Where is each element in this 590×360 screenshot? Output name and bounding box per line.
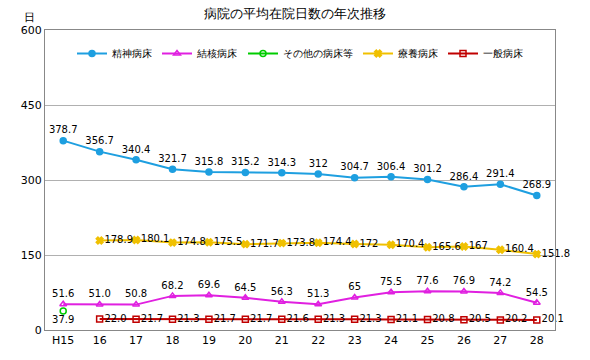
svg-text:21.7: 21.7	[214, 313, 236, 324]
svg-text:378.7: 378.7	[49, 124, 78, 135]
svg-text:306.4: 306.4	[377, 161, 406, 172]
svg-text:21.3: 21.3	[177, 313, 199, 324]
svg-text:150: 150	[21, 249, 42, 262]
svg-text:171.7: 171.7	[250, 238, 279, 249]
svg-text:H15: H15	[52, 334, 74, 347]
svg-text:21: 21	[275, 334, 289, 347]
svg-text:315.2: 315.2	[231, 156, 260, 167]
svg-text:56.3: 56.3	[271, 286, 293, 297]
svg-text:356.7: 356.7	[85, 135, 114, 146]
svg-text:療養病床: 療養病床	[398, 48, 438, 59]
svg-text:51.3: 51.3	[307, 288, 329, 299]
svg-text:精神病床: 精神病床	[112, 48, 152, 59]
svg-text:178.9: 178.9	[104, 234, 133, 245]
svg-text:51.0: 51.0	[89, 288, 111, 299]
svg-text:病院の平均在院日数の年次推移: 病院の平均在院日数の年次推移	[204, 6, 386, 21]
svg-text:51.6: 51.6	[52, 288, 74, 299]
svg-text:174.4: 174.4	[323, 236, 352, 247]
svg-text:21.3: 21.3	[323, 313, 345, 324]
svg-text:0: 0	[35, 324, 42, 337]
svg-text:21.1: 21.1	[396, 313, 418, 324]
svg-text:68.2: 68.2	[161, 280, 183, 291]
svg-text:167: 167	[469, 240, 488, 251]
svg-text:75.5: 75.5	[380, 276, 402, 287]
svg-text:173.8: 173.8	[287, 237, 316, 248]
svg-text:77.6: 77.6	[416, 275, 438, 286]
svg-text:26: 26	[457, 334, 471, 347]
svg-text:27: 27	[493, 334, 507, 347]
svg-text:37.9: 37.9	[52, 314, 74, 325]
svg-text:その他の病床等: その他の病床等	[283, 48, 353, 59]
svg-text:321.7: 321.7	[158, 153, 187, 164]
svg-text:175.5: 175.5	[214, 236, 243, 247]
svg-text:19: 19	[202, 334, 216, 347]
svg-text:24: 24	[384, 334, 398, 347]
svg-text:340.4: 340.4	[122, 144, 151, 155]
svg-text:315.8: 315.8	[195, 156, 224, 167]
svg-text:151.8: 151.8	[542, 248, 571, 259]
svg-text:50.8: 50.8	[125, 288, 147, 299]
svg-text:54.5: 54.5	[526, 287, 548, 298]
svg-text:22: 22	[311, 334, 325, 347]
svg-text:21.7: 21.7	[141, 313, 163, 324]
svg-text:291.4: 291.4	[486, 168, 515, 179]
svg-text:600: 600	[21, 24, 42, 37]
svg-text:21.7: 21.7	[250, 313, 272, 324]
svg-text:174.8: 174.8	[177, 236, 206, 247]
svg-text:314.3: 314.3	[267, 157, 296, 168]
svg-text:25: 25	[421, 334, 435, 347]
svg-text:76.9: 76.9	[453, 275, 475, 286]
svg-text:160.4: 160.4	[505, 243, 534, 254]
svg-text:450: 450	[21, 99, 42, 112]
svg-text:16: 16	[93, 334, 107, 347]
svg-text:23: 23	[348, 334, 362, 347]
svg-text:65: 65	[348, 281, 361, 292]
svg-text:20.8: 20.8	[432, 313, 454, 324]
svg-text:165.6: 165.6	[432, 241, 461, 252]
svg-text:304.7: 304.7	[340, 161, 369, 172]
svg-text:日: 日	[24, 11, 35, 24]
svg-text:300: 300	[21, 174, 42, 187]
svg-text:74.2: 74.2	[489, 277, 511, 288]
svg-text:20.5: 20.5	[469, 313, 491, 324]
svg-text:268.9: 268.9	[522, 179, 551, 190]
svg-text:20.1: 20.1	[542, 313, 564, 324]
svg-text:312: 312	[309, 158, 328, 169]
svg-text:22.0: 22.0	[104, 313, 126, 324]
svg-text:28: 28	[530, 334, 544, 347]
svg-text:20: 20	[238, 334, 252, 347]
svg-text:20.2: 20.2	[505, 313, 527, 324]
svg-text:172: 172	[359, 238, 378, 249]
svg-text:69.6: 69.6	[198, 279, 220, 290]
svg-text:180.1: 180.1	[141, 233, 170, 244]
svg-text:170.4: 170.4	[396, 238, 425, 249]
svg-text:結核病床: 結核病床	[196, 48, 237, 59]
svg-text:301.2: 301.2	[413, 163, 442, 174]
svg-text:18: 18	[166, 334, 180, 347]
svg-text:64.5: 64.5	[234, 282, 256, 293]
svg-text:一般病床: 一般病床	[483, 48, 523, 59]
svg-text:17: 17	[129, 334, 143, 347]
svg-text:21.3: 21.3	[359, 313, 381, 324]
svg-text:286.4: 286.4	[450, 171, 479, 182]
svg-text:21.6: 21.6	[287, 313, 309, 324]
